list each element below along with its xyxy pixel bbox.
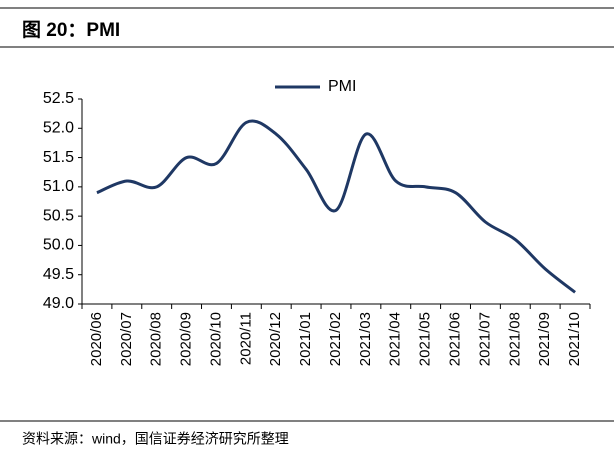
x-tick-label: 2021/08 bbox=[506, 312, 523, 366]
x-tick-label: 2020/09 bbox=[178, 312, 195, 366]
y-tick-label: 51.5 bbox=[43, 149, 74, 166]
x-tick-label: 2021/02 bbox=[327, 312, 344, 366]
x-tick-label: 2020/11 bbox=[237, 312, 254, 365]
x-tick-label: 2021/04 bbox=[387, 312, 404, 366]
legend-label: PMI bbox=[328, 78, 356, 95]
x-tick-label: 2021/01 bbox=[297, 312, 314, 366]
x-tick-label: 2020/07 bbox=[118, 312, 135, 366]
y-tick-label: 50.5 bbox=[43, 207, 74, 224]
x-tick-label: 2021/03 bbox=[357, 312, 374, 366]
x-tick-label: 2020/10 bbox=[207, 312, 224, 366]
y-tick-label: 49.0 bbox=[43, 295, 74, 312]
y-tick-label: 52.5 bbox=[43, 90, 74, 107]
chart-title: 图 20：PMI bbox=[22, 19, 120, 41]
x-tick-label: 2021/10 bbox=[566, 312, 583, 366]
y-tick-label: 49.5 bbox=[43, 266, 74, 283]
x-tick-label: 2020/12 bbox=[267, 312, 284, 366]
y-tick-label: 51.0 bbox=[43, 178, 74, 195]
x-tick-label: 2020/06 bbox=[88, 312, 105, 366]
x-tick-label: 2021/06 bbox=[446, 312, 463, 366]
x-tick-label: 2021/05 bbox=[417, 312, 434, 366]
x-tick-label: 2021/09 bbox=[536, 312, 553, 366]
source-note: 资料来源：wind，国信证券经济研究所整理 bbox=[22, 431, 289, 447]
x-tick-label: 2021/07 bbox=[476, 312, 493, 366]
data-line bbox=[96, 119, 576, 294]
y-tick-label: 52.0 bbox=[43, 120, 74, 137]
y-tick-label: 50.0 bbox=[43, 237, 74, 254]
x-tick-label: 2020/08 bbox=[148, 312, 165, 366]
